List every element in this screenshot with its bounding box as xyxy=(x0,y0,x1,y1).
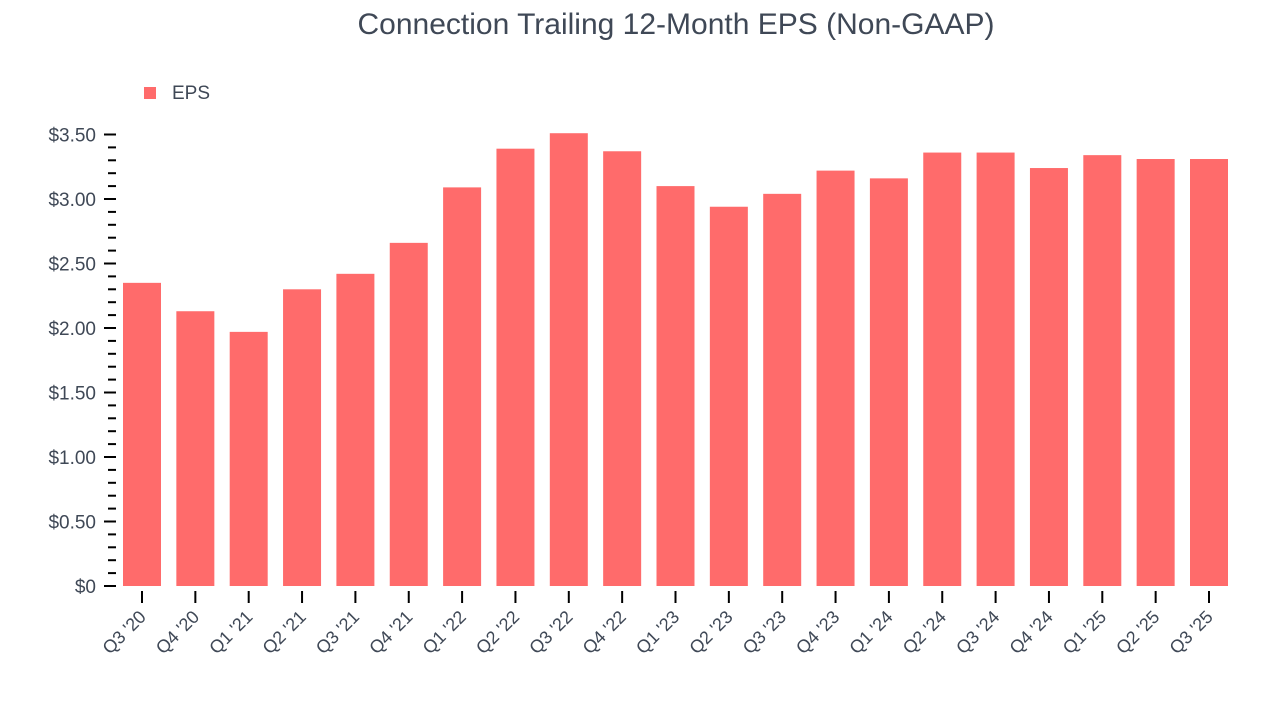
bar-q2-24 xyxy=(923,152,962,586)
x-tick-label: Q2 '22 xyxy=(472,607,523,658)
x-tick-label: Q1 '24 xyxy=(845,607,896,658)
x-tick-label: Q4 '22 xyxy=(579,607,630,658)
bar-q2-23 xyxy=(709,206,748,587)
x-tick-label: Q1 '21 xyxy=(205,607,256,658)
y-tick-label: $0 xyxy=(75,577,96,598)
bar-q3-20 xyxy=(123,282,161,586)
x-tick-label: Q2 '23 xyxy=(685,607,736,658)
x-tick-label: Q3 '20 xyxy=(99,607,150,658)
x-axis: Q3 '20 Q4 '20 Q1 '21 Q2 '21 Q3 '21 Q4 '21 Q1 '… xyxy=(99,591,1217,658)
x-tick-label: Q3 '25 xyxy=(1166,607,1217,658)
y-tick-label: $2.50 xyxy=(48,255,96,276)
x-tick-label: Q4 '24 xyxy=(1006,607,1057,658)
legend: EPS xyxy=(144,83,210,104)
bar-q1-21 xyxy=(229,331,268,586)
bar-q2-22 xyxy=(496,148,535,586)
legend-swatch-eps xyxy=(144,87,156,99)
y-tick-label: $1.50 xyxy=(48,384,96,405)
bar-q1-24 xyxy=(869,178,908,587)
x-tick-label: Q3 '24 xyxy=(952,607,1003,658)
y-tick-label: $3.00 xyxy=(48,190,96,211)
y-axis: $0 $0.50 $1.00 $1.50 $2.00 $2.50 $3.00 $3.50 xyxy=(48,126,116,598)
bar-q3-23 xyxy=(763,193,802,586)
bar-q4-20 xyxy=(176,311,215,586)
bar-q3-21 xyxy=(336,273,375,586)
bar-q2-21 xyxy=(283,289,322,586)
x-tick-label: Q4 '23 xyxy=(792,607,843,658)
bars xyxy=(123,133,1228,587)
bar-q3-22 xyxy=(549,133,588,586)
x-tick-label: Q3 '23 xyxy=(739,607,790,658)
bar-q2-25 xyxy=(1136,159,1175,586)
x-tick-label: Q1 '23 xyxy=(632,607,683,658)
bar-q1-22 xyxy=(443,187,482,586)
bar-q1-25 xyxy=(1083,155,1122,586)
y-tick-label: $0.50 xyxy=(48,513,96,534)
x-tick-label: Q2 '25 xyxy=(1112,607,1163,658)
x-tick-label: Q2 '24 xyxy=(899,607,950,658)
bar-q3-25 xyxy=(1190,159,1228,586)
x-tick-label: Q4 '20 xyxy=(152,607,203,658)
legend-label-eps: EPS xyxy=(172,83,210,104)
x-tick-label: Q3 '21 xyxy=(312,607,363,658)
chart-title: Connection Trailing 12-Month EPS (Non-GA… xyxy=(358,8,995,41)
x-tick-label: Q4 '21 xyxy=(365,607,416,658)
bar-q4-21 xyxy=(389,242,428,587)
y-tick-label: $3.50 xyxy=(48,126,96,147)
bar-q3-24 xyxy=(976,152,1015,586)
bar-q4-22 xyxy=(603,151,642,586)
y-tick-label: $1.00 xyxy=(48,448,96,469)
x-tick-label: Q2 '21 xyxy=(259,607,310,658)
y-tick-label: $2.00 xyxy=(48,319,96,340)
x-tick-label: Q1 '22 xyxy=(419,607,470,658)
bar-q1-23 xyxy=(656,186,695,586)
x-tick-label: Q3 '22 xyxy=(525,607,576,658)
bar-q4-24 xyxy=(1029,168,1068,587)
x-tick-label: Q1 '25 xyxy=(1059,607,1110,658)
bar-q4-23 xyxy=(816,170,855,586)
